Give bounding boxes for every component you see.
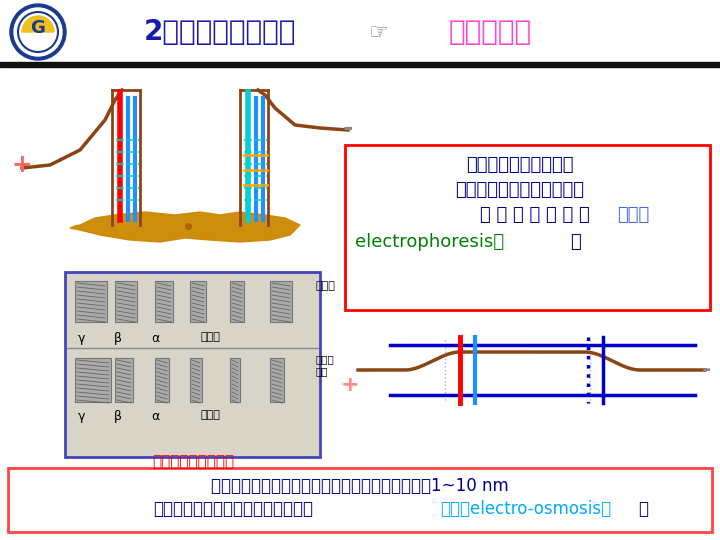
Text: 清蛋白: 清蛋白	[200, 410, 220, 420]
Text: α: α	[151, 332, 159, 345]
Polygon shape	[70, 212, 300, 242]
Bar	[155, 358, 169, 402]
Text: 。: 。	[570, 233, 581, 251]
Circle shape	[14, 8, 62, 56]
Bar	[75, 281, 107, 322]
Bar	[230, 358, 240, 402]
Text: G: G	[30, 19, 45, 37]
Text: 健康人: 健康人	[315, 281, 335, 291]
Text: 电泳（: 电泳（	[617, 206, 649, 224]
Bar	[115, 281, 137, 322]
Wedge shape	[22, 16, 54, 32]
Text: 清蛋白: 清蛋白	[200, 332, 220, 342]
Bar	[65, 272, 320, 457]
Text: ☞: ☞	[368, 23, 388, 43]
Bar	[270, 281, 292, 322]
Text: 的毛细管做定向移动，这种现象称为: 的毛细管做定向移动，这种现象称为	[153, 500, 313, 518]
Text: β: β	[114, 410, 122, 423]
Text: 。: 。	[638, 500, 648, 518]
Bar	[75, 358, 111, 402]
Text: γ: γ	[78, 332, 86, 345]
Text: -: -	[701, 360, 711, 380]
Text: β: β	[114, 332, 122, 345]
Text: 体粒子在分散介质中定向移: 体粒子在分散介质中定向移	[456, 181, 585, 199]
Text: 动 的 现 象 ， 称 为: 动 的 现 象 ， 称 为	[480, 206, 595, 224]
Text: electrophoresis）: electrophoresis）	[355, 233, 504, 251]
Bar	[230, 281, 244, 322]
Text: γ: γ	[78, 410, 86, 423]
Text: +: +	[341, 375, 359, 395]
Text: 电渗（electro-osmosis）: 电渗（electro-osmosis）	[440, 500, 611, 518]
Text: 在外电场的作用下，胶: 在外电场的作用下，胶	[467, 156, 574, 174]
Bar	[190, 281, 206, 322]
Text: 在外加电场作用下，带电介质通过多孔膜或半径为1~10 nm: 在外加电场作用下，带电介质通过多孔膜或半径为1~10 nm	[211, 477, 509, 495]
Bar	[115, 358, 133, 402]
Text: 血清蛋白质电泳图谱: 血清蛋白质电泳图谱	[152, 455, 234, 469]
Bar	[8, 468, 712, 532]
Bar	[345, 145, 710, 310]
Bar	[0, 62, 720, 67]
Bar	[270, 358, 284, 402]
Text: α: α	[151, 410, 159, 423]
Bar	[155, 281, 173, 322]
Text: 2、溶胶的电动现象: 2、溶胶的电动现象	[144, 18, 296, 46]
Bar	[190, 358, 202, 402]
Text: +: +	[12, 153, 32, 177]
Text: 肝硬化
患者: 肝硬化 患者	[315, 354, 334, 376]
Text: 电泳和电渗: 电泳和电渗	[449, 18, 531, 46]
Text: -: -	[343, 116, 354, 140]
Circle shape	[10, 4, 66, 60]
